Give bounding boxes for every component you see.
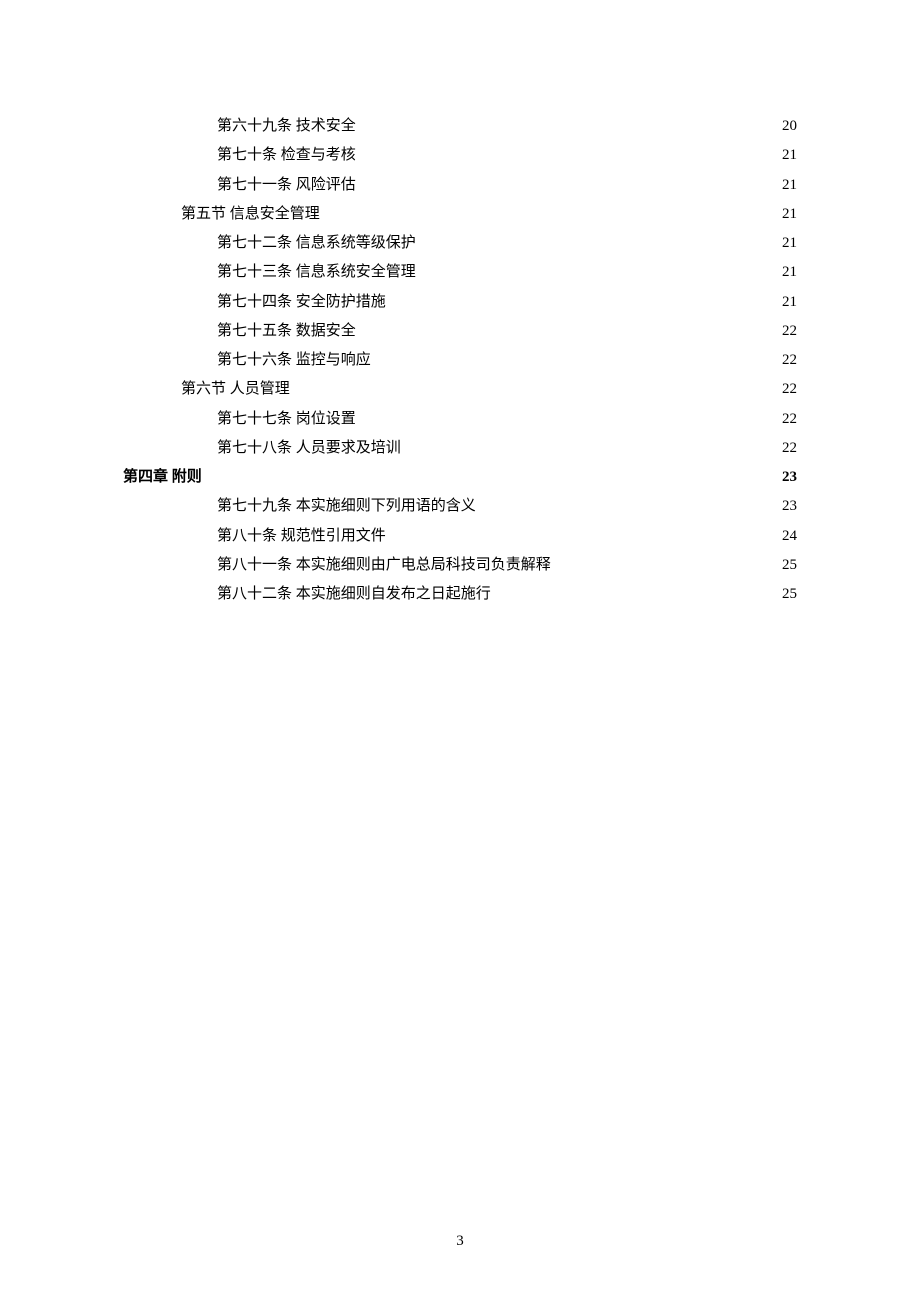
- toc-entry-page: 24: [782, 522, 797, 551]
- toc-entry-label: 第七十三条 信息系统安全管理: [217, 258, 416, 287]
- toc-page: 第六十九条 技术安全20第七十条 检查与考核21第七十一条 风险评估21第五节 …: [0, 0, 920, 609]
- toc-entry: 第七十七条 岗位设置 22: [123, 405, 797, 434]
- toc-entry-page: 21: [782, 258, 797, 287]
- toc-entry-label: 第七十九条 本实施细则下列用语的含义: [217, 492, 476, 521]
- toc-entry: 第七十四条 安全防护措施 21: [123, 288, 797, 317]
- toc-entry: 第七十五条 数据安全 22: [123, 317, 797, 346]
- toc-entry-page: 21: [782, 200, 797, 229]
- toc-entry-page: 21: [782, 229, 797, 258]
- toc-entry-label: 第四章 附则: [123, 463, 202, 492]
- toc-list: 第六十九条 技术安全20第七十条 检查与考核21第七十一条 风险评估21第五节 …: [123, 112, 797, 609]
- toc-entry-page: 23: [782, 463, 797, 492]
- toc-entry-page: 25: [782, 551, 797, 580]
- toc-entry-page: 22: [782, 434, 797, 463]
- toc-entry: 第八十二条 本实施细则自发布之日起施行 25: [123, 580, 797, 609]
- toc-entry: 第七十九条 本实施细则下列用语的含义 23: [123, 492, 797, 521]
- toc-entry-label: 第七十五条 数据安全: [217, 317, 356, 346]
- toc-entry-page: 22: [782, 375, 797, 404]
- toc-entry-label: 第六节 人员管理: [181, 375, 290, 404]
- toc-entry: 第八十一条 本实施细则由广电总局科技司负责解释 25: [123, 551, 797, 580]
- toc-entry: 第七十二条 信息系统等级保护 21: [123, 229, 797, 258]
- toc-entry-page: 22: [782, 317, 797, 346]
- toc-entry-label: 第八十条 规范性引用文件: [217, 522, 386, 551]
- page-number: 3: [0, 1233, 920, 1250]
- toc-entry: 第七十三条 信息系统安全管理 21: [123, 258, 797, 287]
- toc-entry-label: 第七十四条 安全防护措施: [217, 288, 386, 317]
- toc-entry-label: 第七十六条 监控与响应: [217, 346, 371, 375]
- toc-entry-page: 21: [782, 288, 797, 317]
- toc-entry: 第七十六条 监控与响应 22: [123, 346, 797, 375]
- toc-entry: 第七十八条 人员要求及培训 22: [123, 434, 797, 463]
- toc-entry: 第七十一条 风险评估 21: [123, 171, 797, 200]
- toc-entry-label: 第八十一条 本实施细则由广电总局科技司负责解释: [217, 551, 551, 580]
- toc-entry: 第六节 人员管理 22: [123, 375, 797, 404]
- toc-entry-page: 20: [782, 112, 797, 141]
- toc-entry: 第八十条 规范性引用文件 24: [123, 522, 797, 551]
- toc-entry-page: 25: [782, 580, 797, 609]
- toc-entry: 第七十条 检查与考核 21: [123, 141, 797, 170]
- toc-entry-page: 21: [782, 141, 797, 170]
- toc-entry-label: 第八十二条 本实施细则自发布之日起施行: [217, 580, 491, 609]
- toc-entry-page: 23: [782, 492, 797, 521]
- toc-entry-label: 第七十七条 岗位设置: [217, 405, 356, 434]
- toc-entry: 第四章 附则 23: [123, 463, 797, 492]
- toc-entry-label: 第五节 信息安全管理: [181, 200, 320, 229]
- toc-entry: 第六十九条 技术安全 20: [123, 112, 797, 141]
- toc-entry-label: 第七十条 检查与考核: [217, 141, 356, 170]
- toc-entry-page: 21: [782, 171, 797, 200]
- toc-entry-page: 22: [782, 346, 797, 375]
- toc-entry-page: 22: [782, 405, 797, 434]
- toc-entry-label: 第七十八条 人员要求及培训: [217, 434, 401, 463]
- toc-entry: 第五节 信息安全管理 21: [123, 200, 797, 229]
- toc-entry-label: 第七十二条 信息系统等级保护: [217, 229, 416, 258]
- toc-entry-label: 第六十九条 技术安全: [217, 112, 356, 141]
- toc-entry-label: 第七十一条 风险评估: [217, 171, 356, 200]
